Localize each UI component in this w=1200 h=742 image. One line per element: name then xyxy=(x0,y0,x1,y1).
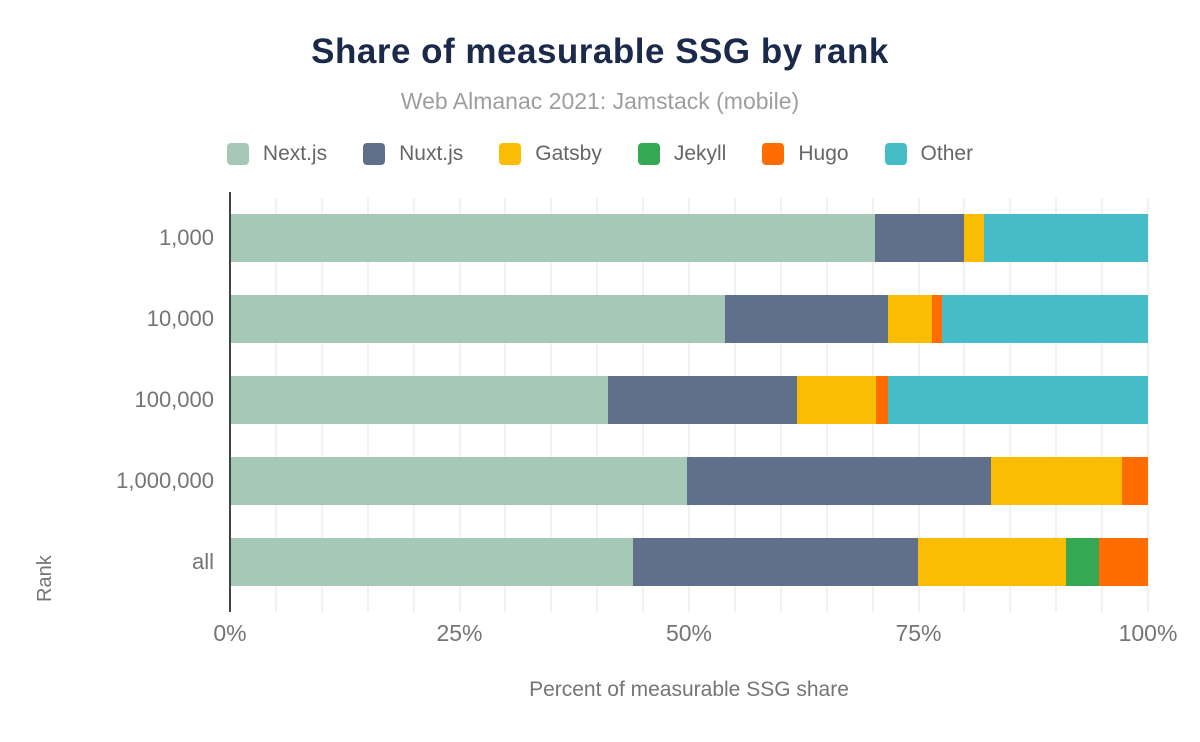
bar-row-1-000-000 xyxy=(230,440,1148,521)
legend-item-nuxt-js[interactable]: Nuxt.js xyxy=(363,142,463,166)
bar-segment-nuxt-js[interactable] xyxy=(633,537,919,586)
bar-segment-hugo[interactable] xyxy=(932,295,943,344)
chart-title: Share of measurable SSG by rank xyxy=(311,32,889,71)
bar-segment-other[interactable] xyxy=(942,295,1148,344)
bar-segment-next-js[interactable] xyxy=(230,295,725,344)
gridline xyxy=(1147,198,1149,612)
bar-row-1-000 xyxy=(230,198,1148,279)
legend-swatch-hugo-icon xyxy=(762,143,785,165)
bar-segment-next-js[interactable] xyxy=(230,537,633,586)
bar-segment-nuxt-js[interactable] xyxy=(608,375,798,424)
bar-segment-hugo[interactable] xyxy=(876,375,889,424)
x-tick-label: 50% xyxy=(665,620,713,646)
legend-swatch-next-js-icon xyxy=(226,143,249,165)
stacked-bar-100-000 xyxy=(230,375,1148,424)
stacked-bar-all xyxy=(230,537,1148,586)
legend-label-gatsby: Gatsby xyxy=(535,142,602,165)
bar-segment-other[interactable] xyxy=(983,214,1148,263)
bar-segment-gatsby[interactable] xyxy=(991,456,1123,505)
legend-item-next-js[interactable]: Next.js xyxy=(226,142,328,166)
bar-segment-hugo[interactable] xyxy=(1122,456,1148,505)
legend-label-other: Other xyxy=(920,142,974,165)
y-category-label: 1,000,000 xyxy=(116,467,214,493)
legend-swatch-gatsby-icon xyxy=(499,143,522,165)
chart-subtitle: Web Almanac 2021: Jamstack (mobile) xyxy=(400,88,800,114)
stacked-bar-1-000 xyxy=(230,214,1148,263)
bar-segment-next-js[interactable] xyxy=(230,375,609,424)
y-axis-line xyxy=(229,192,231,612)
y-category-label: 100,000 xyxy=(134,386,214,412)
y-category-label: 10,000 xyxy=(146,306,214,332)
x-axis-title: Percent of measurable SSG share xyxy=(529,678,849,701)
bar-row-100-000 xyxy=(230,360,1148,441)
bar-segment-jekyll[interactable] xyxy=(1066,537,1100,586)
bar-segment-other[interactable] xyxy=(888,375,1148,424)
bar-segment-next-js[interactable] xyxy=(230,456,688,505)
bar-segment-gatsby[interactable] xyxy=(797,375,877,424)
bar-segment-next-js[interactable] xyxy=(230,214,876,263)
bar-segment-nuxt-js[interactable] xyxy=(875,214,965,263)
legend: Next.js Nuxt.js Gatsby Jekyll Hugo Other xyxy=(0,142,1200,166)
stacked-bar-10-000 xyxy=(230,295,1148,344)
legend-item-jekyll[interactable]: Jekyll xyxy=(637,142,727,166)
bars-container xyxy=(230,198,1148,602)
legend-label-jekyll: Jekyll xyxy=(673,142,727,165)
y-axis-labels: 1,000 10,000 100,000 1,000,000 all xyxy=(0,198,214,602)
legend-swatch-jekyll-icon xyxy=(637,143,660,165)
legend-item-gatsby[interactable]: Gatsby xyxy=(499,142,602,166)
x-tick-label: 25% xyxy=(436,620,483,646)
legend-swatch-nuxt-js-icon xyxy=(363,143,386,165)
legend-label-hugo: Hugo xyxy=(798,142,849,165)
bar-segment-hugo[interactable] xyxy=(1099,537,1148,586)
x-tick-label: 100% xyxy=(1118,620,1178,646)
bar-segment-nuxt-js[interactable] xyxy=(724,295,889,344)
x-tick-label: 75% xyxy=(895,620,942,646)
legend-label-nuxt-js: Nuxt.js xyxy=(399,142,464,165)
legend-label-next-js: Next.js xyxy=(262,142,328,165)
x-tick-label: 0% xyxy=(213,620,247,646)
bar-segment-gatsby[interactable] xyxy=(964,214,984,263)
legend-swatch-other-icon xyxy=(884,143,907,165)
y-category-label: all xyxy=(191,548,214,574)
legend-item-hugo[interactable]: Hugo xyxy=(762,142,849,166)
plot-area: 0% 25% 50% 75% 100% xyxy=(213,192,1177,646)
legend-item-other[interactable]: Other xyxy=(884,142,974,166)
stacked-bar-1-000-000 xyxy=(230,456,1148,505)
bar-row-all xyxy=(230,521,1148,602)
bar-segment-nuxt-js[interactable] xyxy=(687,456,991,505)
y-category-label: 1,000 xyxy=(158,225,214,251)
bar-segment-gatsby[interactable] xyxy=(918,537,1067,586)
bar-segment-gatsby[interactable] xyxy=(888,295,933,344)
bar-row-10-000 xyxy=(230,279,1148,360)
